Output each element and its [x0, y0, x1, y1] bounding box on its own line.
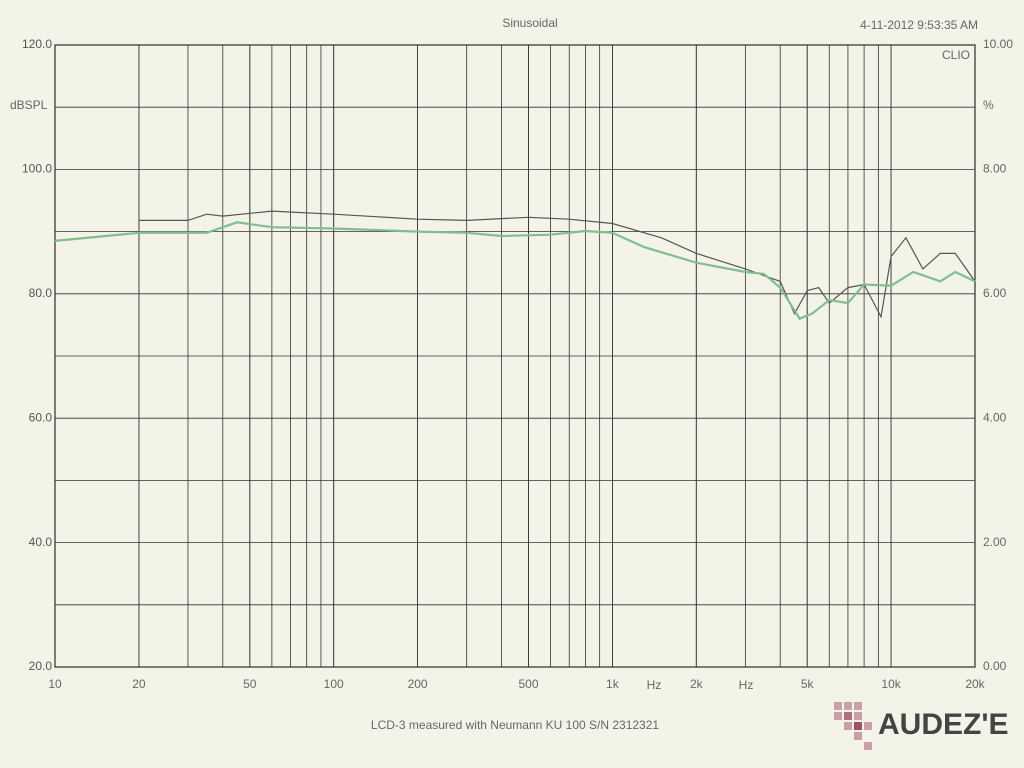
logo-squares [834, 702, 872, 750]
y-tick-label: 40.0 [29, 535, 53, 549]
x-tick-label: 200 [408, 677, 428, 691]
x-tick-label: 2k [690, 677, 704, 691]
x-tick-label: 500 [518, 677, 538, 691]
x-tick-label: 5k [801, 677, 815, 691]
chart-title: Sinusoidal [502, 16, 557, 30]
y-tick-label: 20.0 [29, 659, 53, 673]
logo: AUDEZ'E [878, 708, 1008, 741]
x-tick-label: 20 [132, 677, 146, 691]
x-tick-label: 10 [48, 677, 62, 691]
x-tick-label: 1k [606, 677, 620, 691]
y-tick-label: 120.0 [22, 37, 52, 51]
y-tick-label: 80.0 [29, 286, 53, 300]
y-tick-label: 100.0 [22, 162, 52, 176]
y2-tick-label: 4.00 [983, 410, 1007, 424]
y2-axis-label: % [983, 98, 994, 112]
x-unit: Hz [647, 678, 662, 692]
y2-tick-label: 6.00 [983, 286, 1007, 300]
caption: LCD-3 measured with Neumann KU 100 S/N 2… [371, 718, 659, 732]
x-tick-label: 10k [881, 677, 901, 691]
y2-tick-label: 2.00 [983, 535, 1007, 549]
x-tick-label: 20k [965, 677, 985, 691]
series-line [54, 221, 976, 321]
x-unit: Hz [739, 678, 754, 692]
brand: CLIO [942, 48, 970, 62]
y-tick-label: 60.0 [29, 410, 53, 424]
series-line [138, 210, 976, 319]
y2-tick-label: 10.00 [983, 37, 1013, 51]
y2-tick-label: 8.00 [983, 162, 1007, 176]
x-tick-label: 50 [243, 677, 257, 691]
y2-tick-label: 0.00 [983, 659, 1007, 673]
x-tick-label: 100 [324, 677, 344, 691]
y-axis-label: dBSPL [10, 98, 48, 112]
timestamp: 4-11-2012 9:53:35 AM [860, 18, 978, 32]
